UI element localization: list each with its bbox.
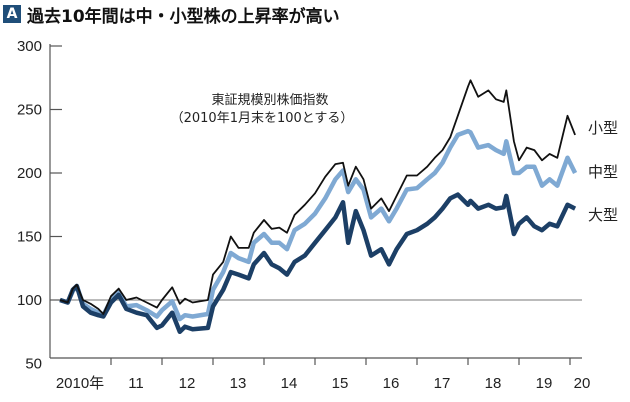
annotation-line-2: （2010年1月末を100とする） (171, 111, 354, 126)
y-tick-label: 300 (17, 38, 42, 55)
x-tick-label: 18 (485, 375, 502, 392)
x-tick-label: 12 (179, 375, 196, 392)
x-tick-label: 15 (332, 375, 349, 392)
y-tick-label: 100 (17, 292, 42, 309)
x-tick-label: 17 (434, 375, 451, 392)
annotation-line-1: 東証規模別株価指数 (211, 92, 328, 108)
series-label: 小型 (588, 119, 618, 137)
title-bar: A 過去10年間は中・小型株の上昇率が高い (3, 3, 340, 27)
chart-title: 過去10年間は中・小型株の上昇率が高い (27, 6, 340, 27)
series-line-1 (59, 128, 578, 322)
x-tick-label: 2010年 (56, 375, 104, 392)
series-line-2 (59, 192, 577, 335)
y-tick-label: 50 (25, 356, 42, 373)
x-tick-label: 20 (574, 375, 591, 392)
x-tick-label: 11 (128, 375, 144, 392)
y-tick-label: 250 (17, 102, 42, 119)
y-tick-label: 200 (17, 165, 42, 182)
y-tick-label: 150 (17, 229, 42, 246)
x-tick-label: 16 (383, 375, 400, 392)
x-tick-label: 13 (230, 375, 247, 392)
series-label: 中型 (588, 163, 618, 181)
series-label: 大型 (588, 206, 618, 224)
series-line-0 (59, 79, 576, 315)
section-badge: A (3, 5, 21, 23)
x-tick-label: 19 (536, 375, 553, 392)
x-tick-label: 14 (281, 375, 298, 392)
